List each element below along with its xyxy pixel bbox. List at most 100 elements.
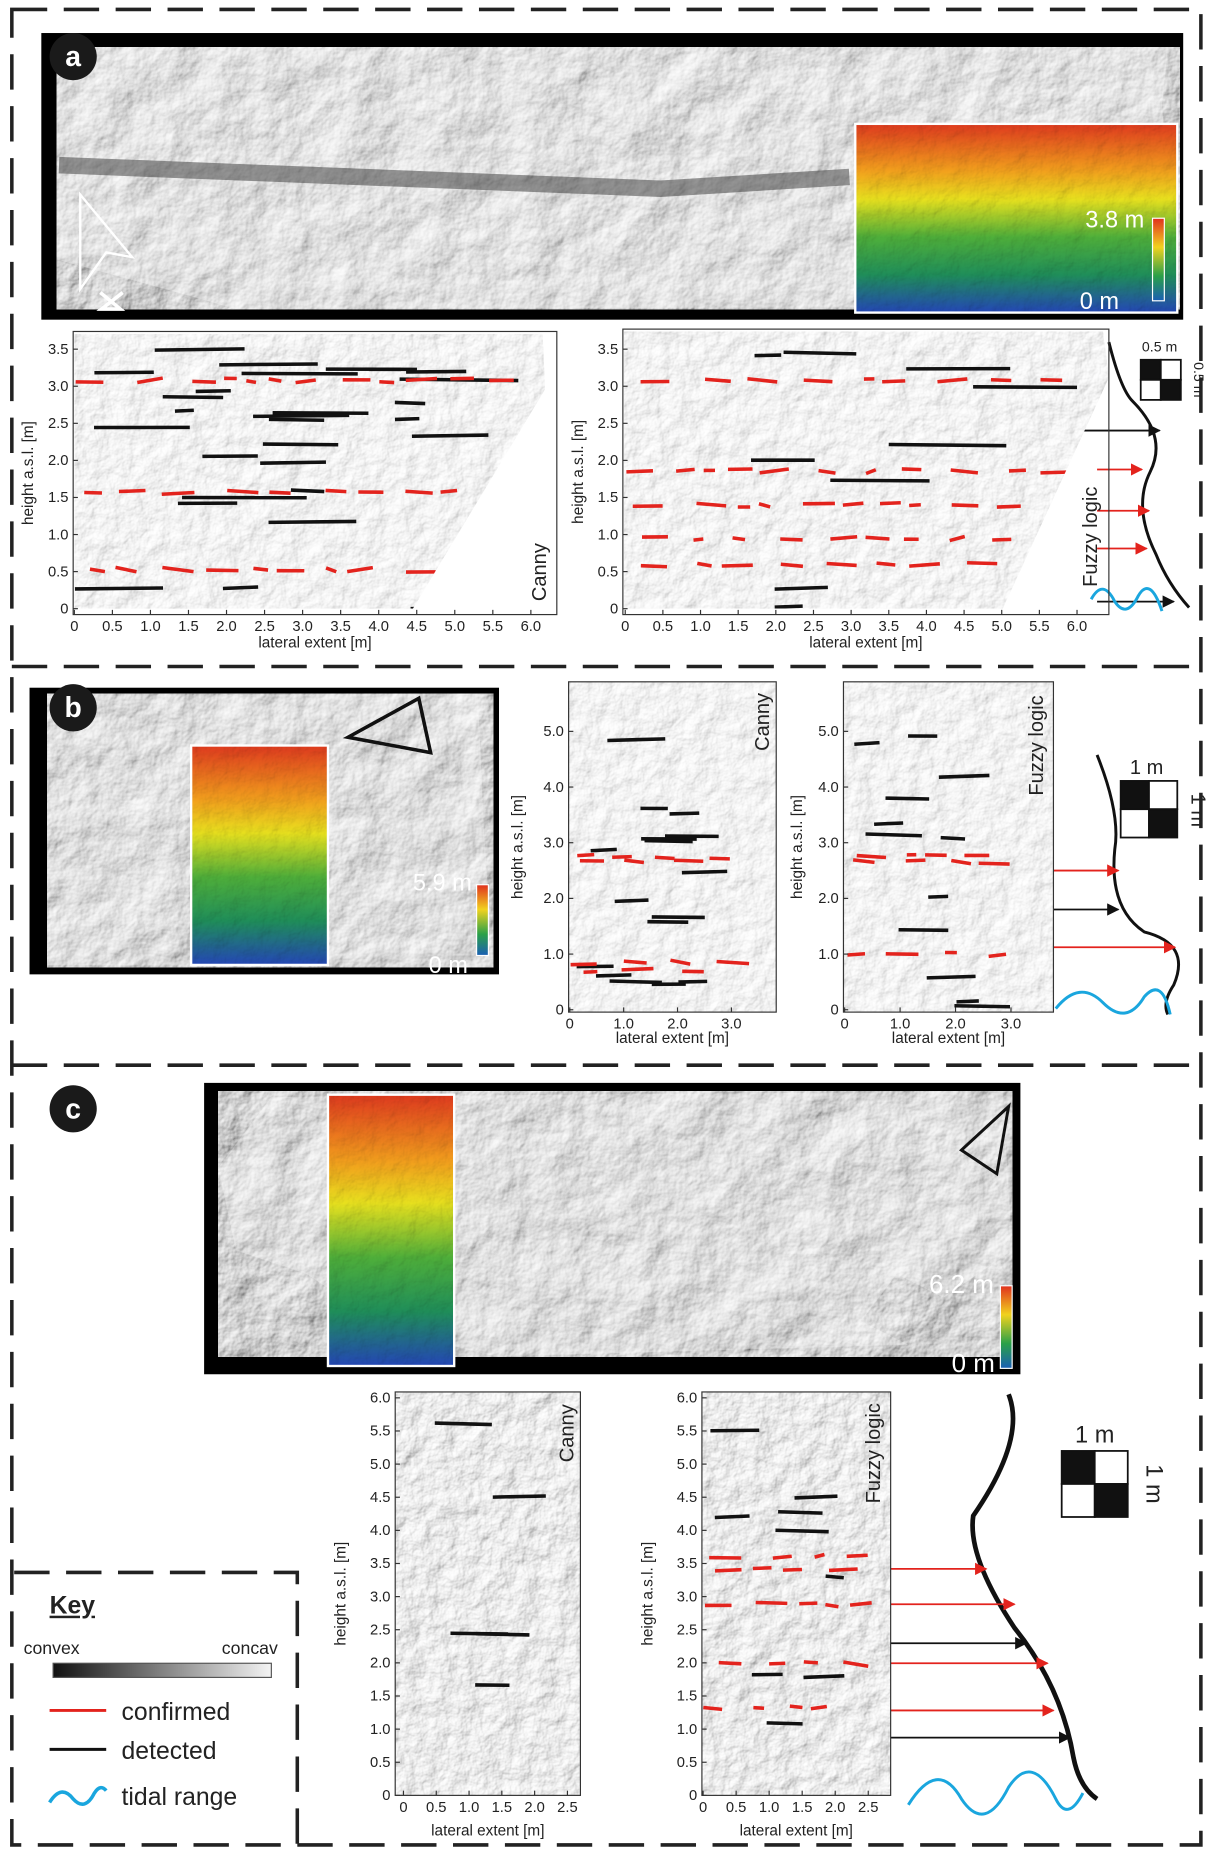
detected-line — [645, 841, 693, 842]
confirmed-line — [162, 493, 195, 495]
y-tick-label: 0.5 — [677, 1755, 697, 1771]
detected-line — [803, 1676, 844, 1678]
confirmed-line — [693, 539, 703, 540]
inset-min-label: 0 m — [1080, 288, 1119, 314]
detected-line — [775, 587, 828, 589]
confirmed-line — [847, 954, 865, 955]
x-tick-label: 0 — [841, 1017, 849, 1033]
y-tick-label: 0.5 — [370, 1755, 390, 1771]
y-tick-label: 4.0 — [818, 780, 838, 796]
colorbar — [477, 885, 489, 956]
x-axis-label: lateral extent [m] — [809, 635, 922, 652]
detected-line — [794, 1496, 837, 1498]
y-tick-label: 5.0 — [543, 724, 563, 740]
detected-line — [899, 930, 949, 931]
confirmed-line — [733, 538, 745, 540]
detected-line — [269, 521, 357, 522]
x-tick-label: 0.5 — [102, 619, 122, 635]
confirmed-line — [882, 381, 905, 382]
confirmed-line — [783, 1569, 802, 1570]
plot: 01.02.03.04.05.001.02.03.0height a.s.l. … — [789, 682, 1053, 1047]
detected-line — [155, 349, 245, 350]
y-tick-label: 0 — [831, 1002, 839, 1018]
confirmed-line — [997, 506, 1021, 507]
detected-line — [775, 1530, 828, 1531]
confirmed-line — [880, 503, 901, 504]
panel-label: b — [65, 691, 82, 723]
y-tick-label: 4.5 — [370, 1490, 390, 1506]
y-tick-label: 4.0 — [677, 1523, 697, 1539]
confirmed-line — [624, 961, 647, 963]
x-tick-label: 0 — [699, 1800, 707, 1816]
detected-line — [291, 490, 324, 491]
key-label: concav — [222, 1638, 278, 1658]
x-tick-label: 1.5 — [792, 1800, 812, 1816]
x-tick-label: 1.0 — [690, 619, 710, 635]
confirmed-line — [756, 1602, 788, 1603]
graphic — [908, 1772, 1083, 1814]
y-tick-label: 3.0 — [677, 1589, 697, 1605]
confirmed-line — [379, 382, 394, 383]
detected-line — [874, 823, 903, 824]
x-tick-label: 1.0 — [759, 1800, 779, 1816]
y-tick-label: 4.0 — [370, 1523, 390, 1539]
detected-line — [775, 606, 803, 607]
key-label: tidal range — [122, 1784, 238, 1811]
scale-square — [1141, 360, 1161, 380]
inset-min-label: 0 m — [429, 952, 468, 978]
x-tick-label: 4.5 — [406, 619, 426, 635]
confirmed-line — [227, 490, 258, 492]
method-label: Fuzzy logic — [1080, 487, 1102, 587]
detected-line — [615, 900, 649, 901]
y-tick-label: 2.0 — [48, 453, 68, 469]
detected-line — [778, 1512, 822, 1513]
scale-square — [1161, 360, 1181, 380]
x-axis-label: lateral extent [m] — [740, 1822, 853, 1839]
x-tick-label: 4.0 — [368, 619, 388, 635]
confirmed-line — [902, 469, 922, 470]
x-tick-label: 0.5 — [426, 1800, 446, 1816]
y-tick-label: 5.0 — [370, 1457, 390, 1473]
confirmed-line — [626, 471, 653, 472]
confirmed-line — [622, 969, 654, 970]
x-tick-label: 2.5 — [803, 619, 823, 635]
detected-line — [94, 372, 153, 373]
x-tick-label: 1.5 — [178, 619, 198, 635]
confirmed-line — [827, 563, 857, 565]
detected-line — [163, 397, 223, 398]
x-tick-label: 2.5 — [254, 619, 274, 635]
confirmed-line — [829, 1569, 858, 1570]
confirmed-line — [571, 964, 597, 965]
detected-line — [826, 1576, 844, 1578]
scale-label: 1 m — [1130, 757, 1163, 779]
x-tick-label: 0.5 — [653, 619, 673, 635]
scale-square — [1141, 380, 1161, 400]
detected-line — [175, 410, 194, 411]
y-tick-label: 1.5 — [598, 490, 618, 506]
confirmed-line — [722, 565, 753, 566]
confirmed-line — [991, 380, 1011, 381]
detected-line — [607, 739, 665, 741]
y-tick-label: 1.5 — [48, 490, 68, 506]
x-tick-label: 5.0 — [445, 619, 465, 635]
detected-line — [219, 364, 318, 365]
confirmed-line — [717, 962, 749, 964]
confirmed-line — [1042, 539, 1054, 541]
y-tick-label: 6.0 — [677, 1391, 697, 1407]
inset-max-label: 5.9 m — [413, 870, 472, 896]
x-tick-label: 1.0 — [140, 619, 160, 635]
confirmed-line — [1049, 563, 1075, 566]
y-tick-label: 1.0 — [370, 1722, 390, 1738]
detected-line — [682, 871, 727, 872]
confirmed-line — [790, 1706, 803, 1707]
y-tick-label: 3.5 — [48, 342, 68, 358]
confirmed-line — [857, 856, 886, 858]
detected-line — [263, 444, 338, 445]
detected-line — [253, 415, 349, 416]
confirmed-line — [253, 568, 268, 570]
confirmed-line — [612, 857, 632, 858]
detected-line — [678, 981, 707, 982]
x-tick-label: 1.5 — [492, 1800, 512, 1816]
confirmed-line — [847, 1555, 868, 1556]
x-axis-label: lateral extent [m] — [616, 1030, 729, 1047]
